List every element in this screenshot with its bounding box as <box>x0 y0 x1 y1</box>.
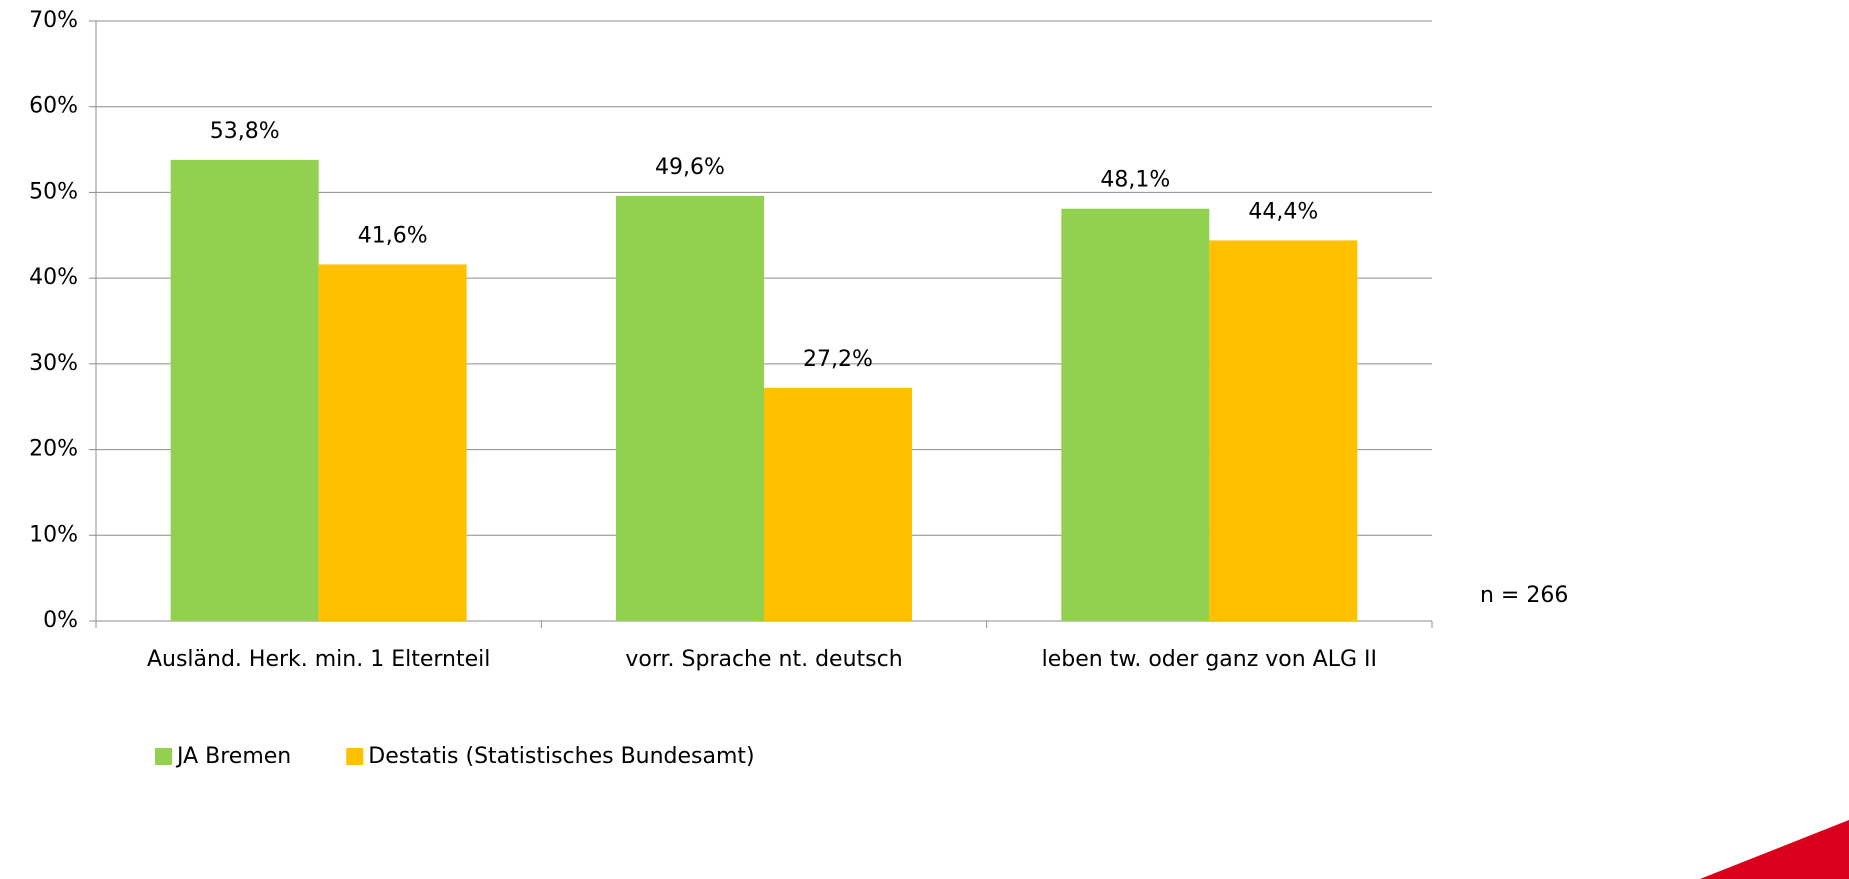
legend-swatch <box>155 748 172 765</box>
bar <box>170 159 319 621</box>
y-tick-label: 70% <box>29 8 78 33</box>
data-label: 48,1% <box>1100 168 1170 193</box>
y-tick-label: 60% <box>29 94 78 119</box>
data-label: 44,4% <box>1248 199 1318 224</box>
y-tick-label: 30% <box>29 351 78 376</box>
logo-swoosh <box>1700 820 1849 879</box>
y-tick-label: 20% <box>29 437 78 462</box>
legend-label: JA Bremen <box>175 744 291 769</box>
x-tick-label: leben tw. oder ganz von ALG II <box>1042 647 1377 672</box>
bar <box>318 264 467 621</box>
y-tick-label: 40% <box>29 265 78 290</box>
annotation: n = 266 <box>1480 583 1568 608</box>
legend-swatch <box>346 748 364 765</box>
data-label: 41,6% <box>358 223 428 248</box>
bar <box>1209 240 1358 621</box>
data-label: 49,6% <box>655 155 725 180</box>
data-label: 53,8% <box>210 119 280 144</box>
bar <box>764 387 912 621</box>
y-tick-label: 50% <box>29 179 78 204</box>
data-label: 27,2% <box>803 347 873 372</box>
x-tick-label: Ausländ. Herk. min. 1 Elternteil <box>147 647 490 672</box>
legend-label: Destatis (Statistisches Bundesamt) <box>368 744 754 769</box>
x-tick-label: vorr. Sprache nt. deutsch <box>625 647 902 672</box>
y-tick-label: 0% <box>43 608 78 633</box>
bar <box>1061 208 1210 621</box>
y-tick-label: 10% <box>29 522 78 547</box>
bar <box>616 195 764 621</box>
